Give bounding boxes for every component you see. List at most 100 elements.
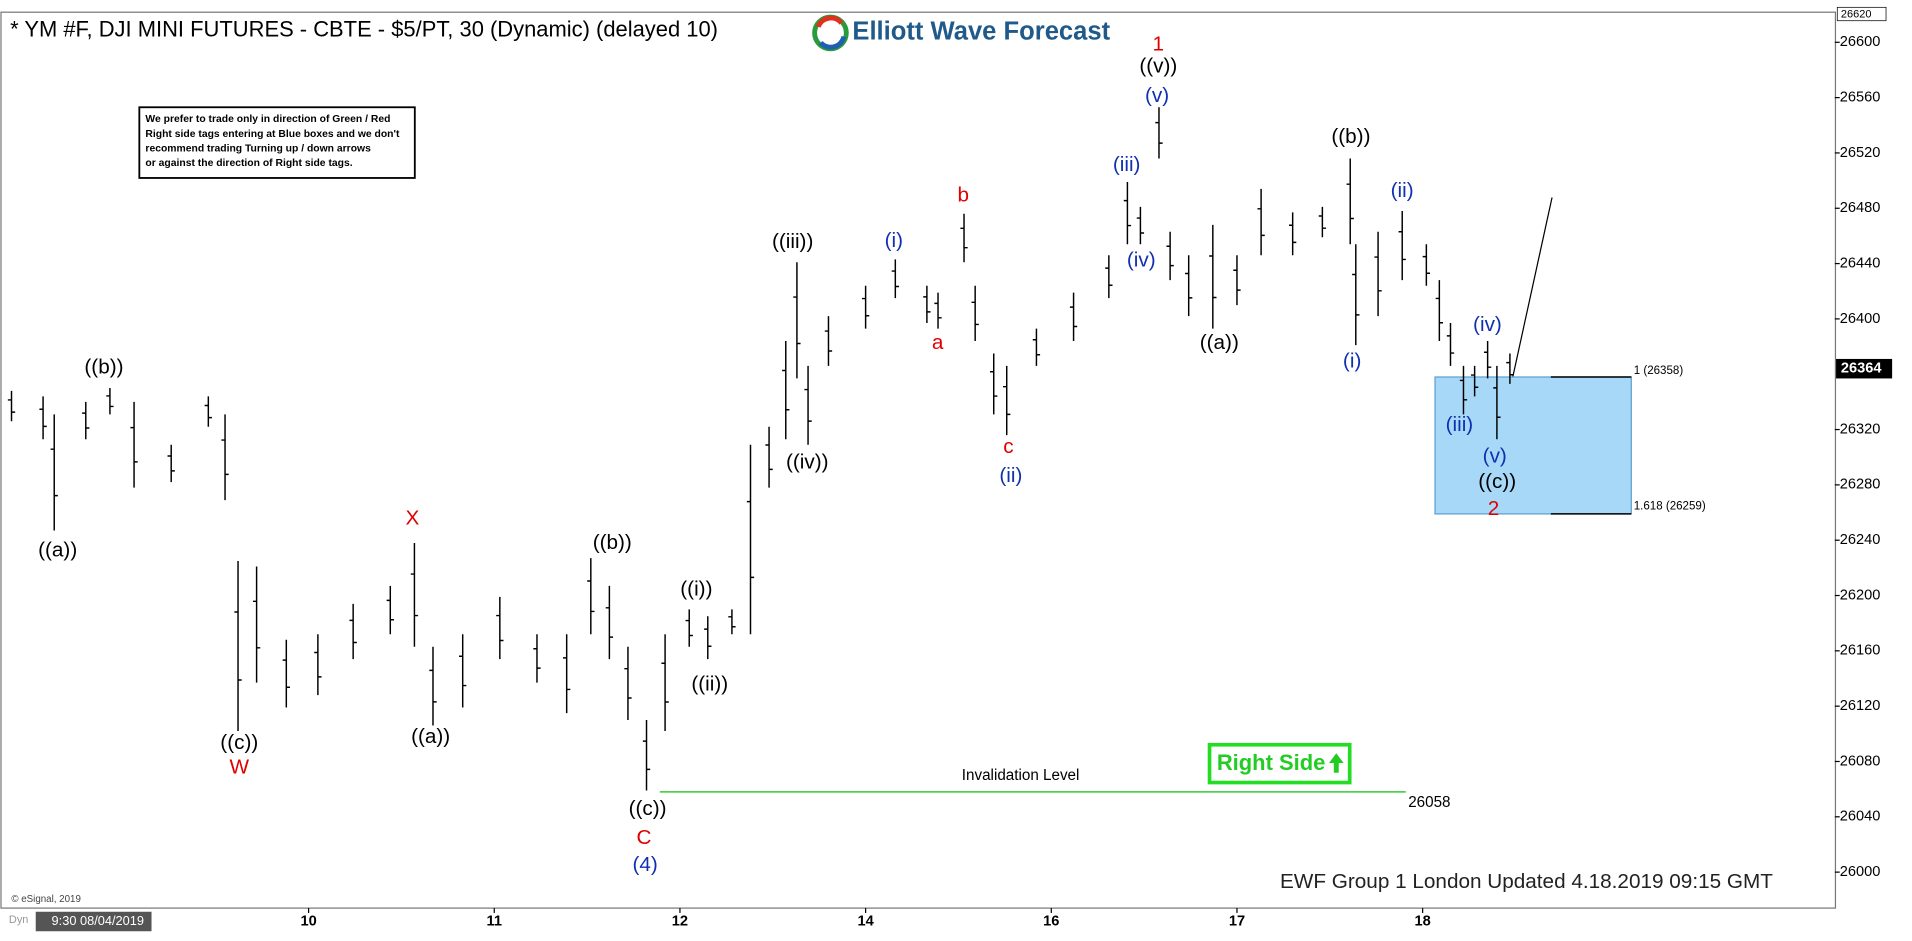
price-bar [793, 262, 801, 379]
y-tick-label: 26080 [1840, 753, 1881, 769]
top-value: 26620 [1841, 9, 1872, 21]
wave-label: c [1003, 435, 1013, 458]
x-tick-label: 18 [1415, 913, 1431, 929]
wave-label: ((b)) [84, 356, 123, 379]
price-bar [349, 603, 357, 660]
x-tick-label: 17 [1229, 913, 1245, 929]
start-label: 9:30 08/04/2019 [52, 913, 144, 928]
wave-label: (iv) [1473, 313, 1502, 336]
brand: Elliott Wave Forecast [852, 18, 1110, 46]
invalidation-label: Invalidation Level [962, 767, 1080, 784]
price-bar [1483, 341, 1492, 379]
price-bar [704, 616, 712, 660]
target-label: 1 (26358) [1634, 365, 1684, 377]
x-tick-label: 14 [857, 913, 874, 929]
price-bar [106, 388, 114, 415]
price-bar [459, 634, 467, 708]
y-tick-label: 26520 [1840, 145, 1881, 161]
wave-label: (i) [885, 229, 903, 252]
price-bar [746, 444, 755, 635]
wave-label: ((c)) [220, 731, 258, 754]
start-label-box [35, 911, 152, 932]
note-line: or against the direction of Right side t… [145, 158, 352, 169]
wave-label: ((iv)) [786, 451, 829, 474]
logo-arc [818, 35, 847, 50]
target-box [1434, 376, 1632, 515]
wave-label: X [405, 507, 419, 530]
y-tick-label: 26240 [1840, 532, 1881, 548]
x-tick-label: 11 [487, 913, 502, 929]
price-bar [934, 292, 942, 329]
y-tick-label: 26400 [1840, 311, 1881, 327]
target-label: 1.618 (26259) [1634, 501, 1706, 513]
copyright: © eSignal, 2019 [11, 894, 81, 905]
price-bar [1166, 231, 1174, 281]
price-bar [1470, 365, 1479, 397]
price-bar [1257, 188, 1265, 256]
wave-label: ((b)) [1331, 125, 1370, 148]
wave-label: (iii) [1446, 413, 1474, 436]
price-bar [496, 596, 504, 660]
tag-frame [1207, 742, 1352, 785]
x-tick-label: 12 [672, 913, 688, 929]
price-bar [1289, 212, 1297, 256]
invalidation-value: 26058 [1408, 794, 1450, 811]
wave-label: (ii) [999, 464, 1022, 487]
price-bar [861, 285, 870, 329]
price-bar [1459, 365, 1468, 415]
price-bar [1374, 231, 1382, 317]
wave-label: ((c)) [1478, 470, 1516, 493]
note-frame [138, 106, 416, 179]
price-bar [1123, 181, 1132, 245]
wave-label: (iii) [1113, 153, 1141, 176]
wave-label: ((iii)) [772, 230, 813, 253]
price-bar [1352, 244, 1360, 346]
wave-label: C [636, 826, 651, 849]
price-bar [386, 585, 394, 635]
price-bar [1032, 328, 1041, 366]
price-bar [1233, 255, 1241, 306]
y-tick-label: 26000 [1840, 864, 1881, 880]
wave-label: (iv) [1127, 248, 1156, 271]
price-bar [563, 634, 571, 714]
bottom-tag: Dyn [9, 914, 29, 926]
price-bar [410, 542, 419, 647]
last-price-box [1836, 358, 1893, 379]
price-bar [685, 609, 693, 647]
plot-frame [0, 11, 1837, 909]
price-bar [1346, 158, 1354, 245]
wave-label: W [229, 755, 249, 778]
price-bar [314, 634, 322, 696]
price-bar [587, 558, 595, 635]
right-side-tag: Right Side [1207, 742, 1352, 785]
y-tick-label: 26160 [1840, 643, 1881, 659]
last-price: 26364 [1841, 361, 1883, 377]
price-bar [990, 353, 998, 415]
y-tick-label: 26600 [1840, 34, 1881, 50]
price-bar [782, 341, 790, 440]
wave-label: (v) [1483, 445, 1507, 468]
price-bar [1209, 224, 1217, 329]
price-bar [923, 285, 931, 324]
price-bar [605, 585, 614, 660]
logo-arc [815, 15, 844, 28]
y-tick-label: 26200 [1840, 587, 1881, 603]
price-bar [39, 396, 47, 440]
price-bar [1506, 353, 1514, 384]
wave-label: ((b)) [593, 531, 632, 554]
price-bar [1493, 365, 1501, 440]
y-tick-label: 26440 [1840, 255, 1881, 271]
price-bar [204, 396, 212, 427]
price-bar [624, 646, 632, 720]
price-bar [804, 365, 812, 445]
wave-label: 2 [1488, 497, 1500, 520]
price-bar [130, 401, 138, 488]
wave-label: (i) [1343, 349, 1361, 372]
tag-arrow [1328, 753, 1344, 773]
y-tick-label: 26120 [1840, 698, 1881, 714]
price-bar [728, 609, 736, 635]
price-bar [1136, 206, 1145, 245]
price-bar [429, 646, 437, 726]
price-bar [1318, 206, 1327, 238]
top-value-box [1836, 6, 1887, 22]
